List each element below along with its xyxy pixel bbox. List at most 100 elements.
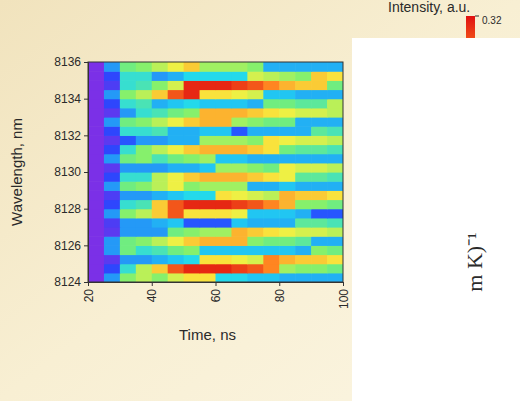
cell: [327, 273, 343, 282]
cell: [311, 154, 328, 164]
cell: [279, 245, 296, 255]
cell: [247, 108, 264, 118]
cell: [168, 62, 185, 72]
cell: [216, 71, 233, 81]
cell: [104, 154, 121, 164]
cell: [120, 108, 137, 118]
y-axis-line: [84, 63, 89, 283]
cell: [216, 190, 233, 200]
y-tick-mark: [84, 99, 88, 100]
y-tick: 8136: [54, 55, 88, 69]
cell: [152, 108, 169, 118]
cell: [104, 99, 121, 109]
cell: [104, 209, 121, 219]
cell: [120, 99, 137, 109]
cell: [247, 218, 264, 228]
x-tick-mark: [152, 282, 153, 286]
cell: [152, 245, 169, 255]
cell: [247, 126, 264, 136]
cell: [327, 227, 343, 237]
cell: [200, 154, 217, 164]
cell: [216, 227, 233, 237]
cell: [152, 99, 169, 109]
cell: [279, 145, 296, 155]
cell: [104, 145, 121, 155]
cell: [295, 135, 312, 145]
cell: [231, 163, 248, 173]
cell: [231, 71, 248, 81]
cell: [231, 90, 248, 100]
cell: [263, 181, 280, 191]
cell: [279, 264, 296, 274]
y-tick-label: 8126: [54, 239, 81, 253]
cell: [311, 255, 328, 265]
cell: [136, 108, 153, 118]
cell: [247, 117, 264, 127]
cell: [263, 126, 280, 136]
cell: [152, 62, 169, 72]
cell: [88, 236, 105, 246]
cell: [184, 126, 201, 136]
x-tick-mark: [88, 282, 89, 286]
cell: [231, 135, 248, 145]
cell: [295, 80, 312, 90]
y-tick: 8128: [54, 202, 88, 216]
cell: [136, 190, 153, 200]
cell: [136, 62, 153, 72]
cell: [88, 218, 105, 228]
cell: [216, 245, 233, 255]
cell: [104, 218, 121, 228]
cell: [120, 71, 137, 81]
cell: [88, 245, 105, 255]
cell: [311, 108, 328, 118]
cell: [104, 108, 121, 118]
cell: [168, 71, 185, 81]
cell: [136, 245, 153, 255]
cell: [120, 163, 137, 173]
cell: [327, 90, 343, 100]
cell: [200, 163, 217, 173]
cell: [231, 80, 248, 90]
y-tick-label: 8130: [54, 165, 81, 179]
cell: [263, 90, 280, 100]
cell: [279, 209, 296, 219]
cell: [184, 181, 201, 191]
cell: [327, 236, 343, 246]
plot-frame: [88, 62, 343, 282]
cell: [152, 227, 169, 237]
cell: [168, 108, 185, 118]
cell: [231, 117, 248, 127]
cell: [184, 62, 201, 72]
cell: [327, 145, 343, 155]
y-tick-label: 8134: [54, 92, 81, 106]
cell: [136, 117, 153, 127]
cell: [168, 181, 185, 191]
y-tick-mark: [84, 135, 88, 136]
cell: [263, 163, 280, 173]
cell: [311, 145, 328, 155]
cell: [152, 209, 169, 219]
x-axis-title: Time, ns: [179, 326, 236, 343]
cell: [120, 273, 137, 282]
cell: [279, 218, 296, 228]
x-tick-mark: [343, 282, 344, 286]
cell: [295, 90, 312, 100]
cell: [120, 255, 137, 265]
cell: [327, 218, 343, 228]
cell: [104, 80, 121, 90]
cell: [311, 236, 328, 246]
cell: [231, 108, 248, 118]
cell: [216, 273, 233, 282]
cell: [279, 90, 296, 100]
cell: [136, 90, 153, 100]
cell: [216, 90, 233, 100]
cell: [216, 181, 233, 191]
cell: [120, 62, 137, 72]
cell: [247, 200, 264, 210]
cell: [88, 172, 105, 182]
cell: [168, 273, 185, 282]
cell: [231, 236, 248, 246]
cell: [247, 80, 264, 90]
cell: [88, 273, 105, 282]
cell: [263, 209, 280, 219]
